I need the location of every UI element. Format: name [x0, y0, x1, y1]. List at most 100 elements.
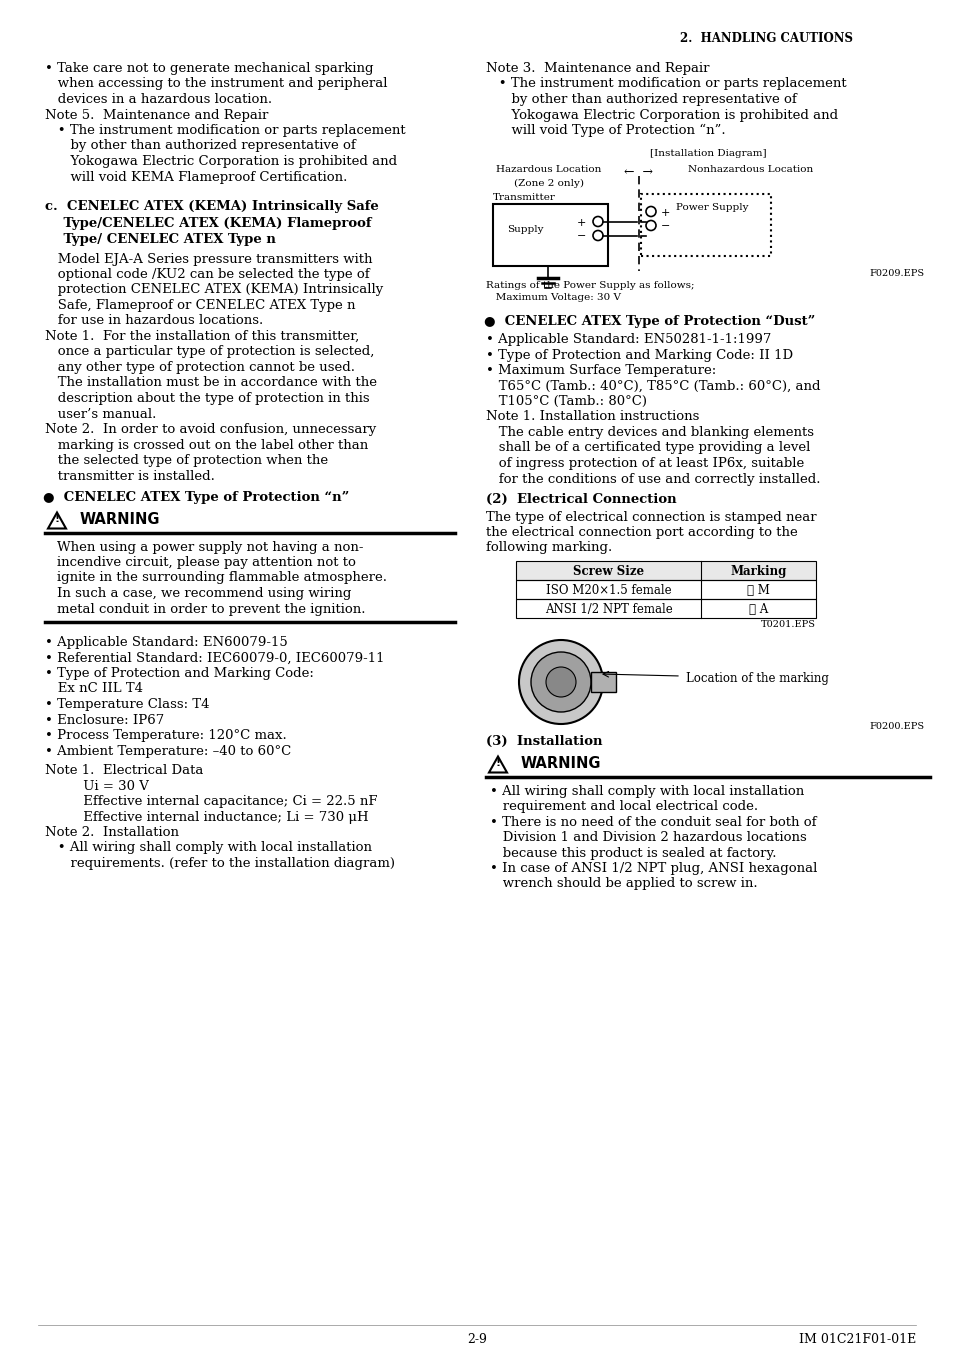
- Text: • Maximum Surface Temperature:: • Maximum Surface Temperature:: [485, 363, 716, 377]
- Text: Model EJA-A Series pressure transmitters with: Model EJA-A Series pressure transmitters…: [45, 253, 372, 266]
- Text: marking is crossed out on the label other than: marking is crossed out on the label othe…: [45, 439, 368, 451]
- Text: shall be of a certificated type providing a level: shall be of a certificated type providin…: [485, 442, 809, 454]
- Text: !: !: [495, 758, 500, 769]
- Text: ←  →: ← →: [624, 166, 653, 178]
- Text: transmitter is installed.: transmitter is installed.: [45, 470, 214, 482]
- Text: optional code /KU2 can be selected the type of: optional code /KU2 can be selected the t…: [45, 267, 369, 281]
- Text: will void KEMA Flameproof Certification.: will void KEMA Flameproof Certification.: [45, 170, 347, 184]
- Text: Transmitter: Transmitter: [493, 192, 556, 201]
- Bar: [516, 580, 815, 598]
- Text: • Referential Standard: IEC60079-0, IEC60079-11: • Referential Standard: IEC60079-0, IEC6…: [45, 651, 384, 665]
- Text: • All wiring shall comply with local installation: • All wiring shall comply with local ins…: [45, 842, 372, 854]
- Bar: [516, 598, 815, 617]
- Text: Power Supply: Power Supply: [676, 204, 748, 212]
- Text: Division 1 and Division 2 hazardous locations: Division 1 and Division 2 hazardous loca…: [490, 831, 806, 844]
- Text: any other type of protection cannot be used.: any other type of protection cannot be u…: [45, 361, 355, 374]
- Text: F0200.EPS: F0200.EPS: [869, 721, 924, 731]
- Text: c.  CENELEC ATEX (KEMA) Intrinsically Safe: c. CENELEC ATEX (KEMA) Intrinsically Saf…: [45, 200, 378, 213]
- Bar: [640, 193, 770, 255]
- Text: Type/CENELEC ATEX (KEMA) Flameproof: Type/CENELEC ATEX (KEMA) Flameproof: [45, 216, 371, 230]
- Text: Type/ CENELEC ATEX Type n: Type/ CENELEC ATEX Type n: [45, 232, 275, 246]
- Text: • Temperature Class: T4: • Temperature Class: T4: [45, 698, 210, 711]
- Text: • In case of ANSI 1/2 NPT plug, ANSI hexagonal: • In case of ANSI 1/2 NPT plug, ANSI hex…: [490, 862, 817, 875]
- Text: • The instrument modification or parts replacement: • The instrument modification or parts r…: [45, 124, 405, 136]
- Text: ignite in the surrounding flammable atmosphere.: ignite in the surrounding flammable atmo…: [57, 571, 387, 585]
- Text: • The instrument modification or parts replacement: • The instrument modification or parts r…: [485, 77, 845, 91]
- Text: the electrical connection port according to the: the electrical connection port according…: [485, 526, 797, 539]
- Text: F0209.EPS: F0209.EPS: [869, 269, 924, 277]
- Text: for the conditions of use and correctly installed.: for the conditions of use and correctly …: [485, 473, 820, 485]
- Text: • All wiring shall comply with local installation: • All wiring shall comply with local ins…: [490, 785, 803, 797]
- Text: ISO M20×1.5 female: ISO M20×1.5 female: [545, 584, 671, 597]
- Bar: [516, 561, 815, 580]
- Text: ●  CENELEC ATEX Type of Protection “Dust”: ● CENELEC ATEX Type of Protection “Dust”: [483, 315, 815, 327]
- Text: T0201.EPS: T0201.EPS: [760, 620, 815, 630]
- Text: (2)  Electrical Connection: (2) Electrical Connection: [485, 493, 676, 507]
- Text: because this product is sealed at factory.: because this product is sealed at factor…: [490, 847, 776, 859]
- Text: by other than authorized representative of: by other than authorized representative …: [485, 93, 796, 105]
- Text: following marking.: following marking.: [485, 542, 612, 554]
- Text: Marking: Marking: [730, 565, 786, 578]
- Text: once a particular type of protection is selected,: once a particular type of protection is …: [45, 346, 374, 358]
- Text: Yokogawa Electric Corporation is prohibited and: Yokogawa Electric Corporation is prohibi…: [45, 155, 396, 168]
- Text: requirement and local electrical code.: requirement and local electrical code.: [490, 800, 758, 813]
- Text: Safe, Flameproof or CENELEC ATEX Type n: Safe, Flameproof or CENELEC ATEX Type n: [45, 299, 355, 312]
- Text: ANSI 1/2 NPT female: ANSI 1/2 NPT female: [544, 603, 672, 616]
- Text: Hazardous Location: Hazardous Location: [496, 166, 601, 174]
- Text: • Enclosure: IP67: • Enclosure: IP67: [45, 713, 164, 727]
- Text: devices in a hazardous location.: devices in a hazardous location.: [45, 93, 272, 105]
- Text: • Applicable Standard: EN50281-1-1:1997: • Applicable Standard: EN50281-1-1:1997: [485, 332, 771, 346]
- Text: metal conduit in order to prevent the ignition.: metal conduit in order to prevent the ig…: [57, 603, 365, 616]
- Text: for use in hazardous locations.: for use in hazardous locations.: [45, 315, 263, 327]
- Text: ⚠ A: ⚠ A: [748, 603, 767, 616]
- Text: Ratings of the Power Supply as follows;: Ratings of the Power Supply as follows;: [485, 281, 694, 289]
- Text: Yokogawa Electric Corporation is prohibited and: Yokogawa Electric Corporation is prohibi…: [485, 108, 838, 122]
- Text: −: −: [660, 222, 670, 231]
- Text: The type of electrical connection is stamped near: The type of electrical connection is sta…: [485, 511, 816, 523]
- Text: +: +: [660, 208, 670, 218]
- Text: Note 2.  Installation: Note 2. Installation: [45, 825, 179, 839]
- Text: of ingress protection of at least IP6x, suitable: of ingress protection of at least IP6x, …: [485, 457, 803, 470]
- Text: −: −: [576, 231, 585, 242]
- Text: Supply: Supply: [506, 226, 542, 235]
- Text: Screw Size: Screw Size: [573, 565, 643, 578]
- Text: the selected type of protection when the: the selected type of protection when the: [45, 454, 328, 467]
- Text: Effective internal capacitance; Ci = 22.5 nF: Effective internal capacitance; Ci = 22.…: [45, 794, 377, 808]
- Text: T65°C (Tamb.: 40°C), T85°C (Tamb.: 60°C), and: T65°C (Tamb.: 40°C), T85°C (Tamb.: 60°C)…: [485, 380, 820, 393]
- Text: Note 2.  In order to avoid confusion, unnecessary: Note 2. In order to avoid confusion, unn…: [45, 423, 375, 436]
- Text: !: !: [54, 515, 59, 524]
- Text: • Process Temperature: 120°C max.: • Process Temperature: 120°C max.: [45, 730, 287, 742]
- Text: Note 1. Installation instructions: Note 1. Installation instructions: [485, 411, 699, 423]
- Text: WARNING: WARNING: [520, 755, 601, 770]
- Text: • Type of Protection and Marking Code: II 1D: • Type of Protection and Marking Code: I…: [485, 349, 792, 362]
- Text: user’s manual.: user’s manual.: [45, 408, 156, 420]
- Text: In such a case, we recommend using wiring: In such a case, we recommend using wirin…: [57, 586, 351, 600]
- Text: ●  CENELEC ATEX Type of Protection “n”: ● CENELEC ATEX Type of Protection “n”: [43, 490, 349, 504]
- Bar: [493, 204, 607, 266]
- Text: Effective internal inductance; Li = 730 μH: Effective internal inductance; Li = 730 …: [45, 811, 368, 824]
- Text: when accessing to the instrument and peripheral: when accessing to the instrument and per…: [45, 77, 387, 91]
- Text: +: +: [576, 218, 585, 227]
- Text: • There is no need of the conduit seal for both of: • There is no need of the conduit seal f…: [490, 816, 816, 828]
- Text: • Ambient Temperature: –40 to 60°C: • Ambient Temperature: –40 to 60°C: [45, 744, 291, 758]
- Text: IM 01C21F01-01E: IM 01C21F01-01E: [798, 1333, 915, 1346]
- Text: protection CENELEC ATEX (KEMA) Intrinsically: protection CENELEC ATEX (KEMA) Intrinsic…: [45, 284, 383, 296]
- Text: Note 1.  Electrical Data: Note 1. Electrical Data: [45, 765, 203, 777]
- Text: description about the type of protection in this: description about the type of protection…: [45, 392, 369, 405]
- Text: Maximum Voltage: 30 V: Maximum Voltage: 30 V: [485, 293, 620, 303]
- Text: Note 5.  Maintenance and Repair: Note 5. Maintenance and Repair: [45, 108, 268, 122]
- Text: Ex nC IIL T4: Ex nC IIL T4: [45, 682, 143, 696]
- Text: Note 3.  Maintenance and Repair: Note 3. Maintenance and Repair: [485, 62, 709, 76]
- Text: • Applicable Standard: EN60079-15: • Applicable Standard: EN60079-15: [45, 636, 288, 648]
- Circle shape: [518, 640, 602, 724]
- Text: 2-9: 2-9: [467, 1333, 486, 1346]
- Text: • Type of Protection and Marking Code:: • Type of Protection and Marking Code:: [45, 667, 314, 680]
- Text: T105°C (Tamb.: 80°C): T105°C (Tamb.: 80°C): [485, 394, 646, 408]
- Bar: [590, 671, 616, 692]
- Circle shape: [531, 653, 590, 712]
- Text: When using a power supply not having a non-: When using a power supply not having a n…: [57, 540, 363, 554]
- Text: Ui = 30 V: Ui = 30 V: [45, 780, 149, 793]
- Text: 2.  HANDLING CAUTIONS: 2. HANDLING CAUTIONS: [679, 32, 852, 45]
- Text: Location of the marking: Location of the marking: [685, 671, 828, 685]
- Text: • Take care not to generate mechanical sparking: • Take care not to generate mechanical s…: [45, 62, 374, 76]
